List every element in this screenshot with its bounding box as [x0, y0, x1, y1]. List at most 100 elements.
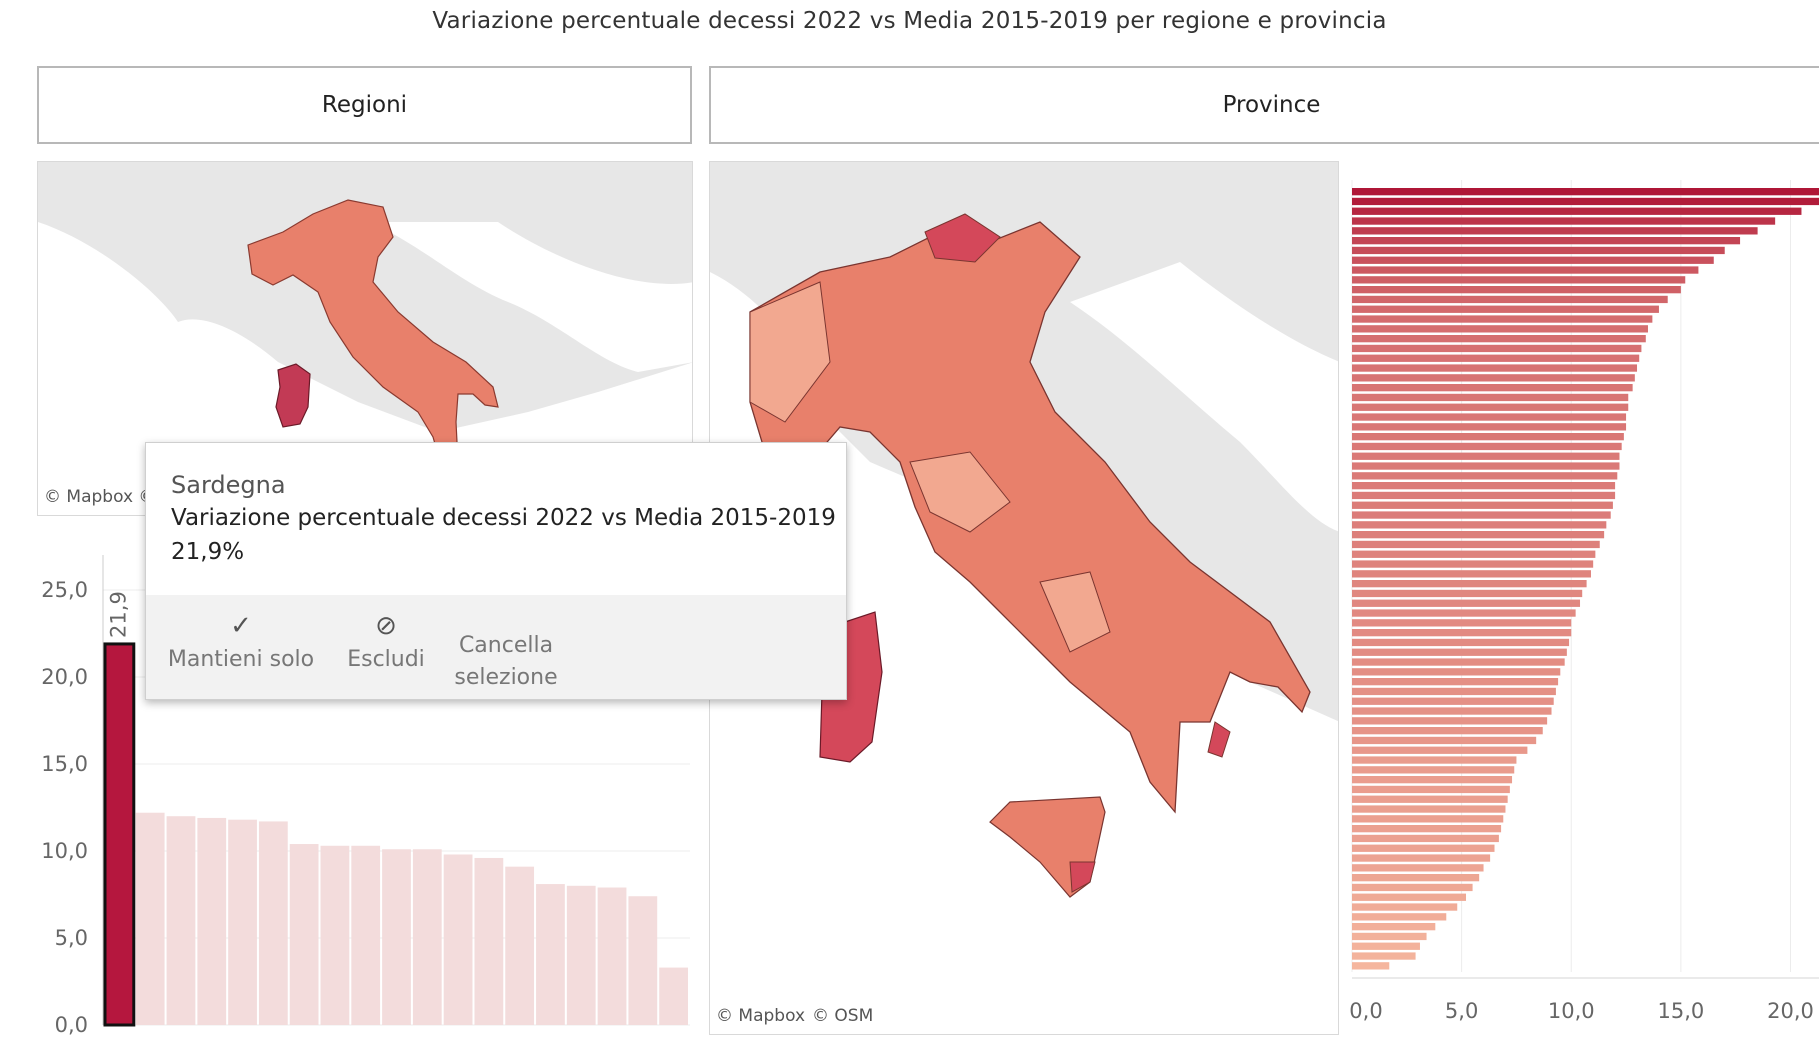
- italy-regions-shape[interactable]: [247, 199, 499, 473]
- bar: [1352, 923, 1436, 931]
- bar: [1352, 364, 1638, 372]
- adriatic-shape: [368, 222, 692, 372]
- bar: [1352, 658, 1565, 666]
- bar: [1352, 433, 1624, 441]
- bar: [1352, 707, 1552, 715]
- bar: [1352, 580, 1587, 588]
- bar: [1352, 805, 1506, 813]
- bar: [1352, 687, 1556, 696]
- province-patch[interactable]: [749, 281, 831, 423]
- bar: [1352, 491, 1616, 500]
- bar: [1352, 599, 1581, 607]
- bar: [1352, 344, 1642, 353]
- bar: [135, 812, 165, 1025]
- tab-province[interactable]: Province: [709, 66, 1819, 144]
- bar: [320, 845, 350, 1025]
- exclude-label: Escludi: [347, 647, 425, 672]
- bar: [412, 849, 442, 1025]
- bar: [1352, 844, 1495, 852]
- bar-value-label: 21,9: [106, 591, 130, 638]
- bar: [1352, 815, 1504, 823]
- bar: [1352, 903, 1458, 911]
- regions-bar-chart[interactable]: 0,0 5,0 10,0 15,0 20,0 25,0 21,9: [0, 545, 700, 1045]
- bar: [1352, 746, 1528, 754]
- bar: [1352, 638, 1570, 647]
- bar: [1352, 952, 1416, 960]
- exclude-button[interactable]: ⊘ Escludi: [331, 611, 441, 672]
- keep-only-button[interactable]: ✓ Mantieni solo: [166, 611, 316, 672]
- tab-regioni[interactable]: Regioni: [37, 66, 692, 144]
- map-attribution-osm: © OSM: [812, 1006, 874, 1026]
- bar: [1352, 727, 1543, 735]
- bar: [1352, 521, 1607, 529]
- x-tick-label: 20,0: [1767, 999, 1814, 1023]
- bar: [1352, 246, 1725, 255]
- sea-shape: [38, 222, 692, 515]
- provinces-map[interactable]: © Mapbox © OSM: [709, 161, 1339, 1035]
- bar: [1352, 482, 1616, 490]
- bar: [1352, 756, 1517, 764]
- bar: [1352, 276, 1686, 284]
- bar: [1352, 423, 1627, 431]
- map-attribution: © Mapbox ©: [44, 487, 156, 507]
- sea-shape: [710, 272, 1338, 1034]
- clear-selection-button[interactable]: Cancella selezione: [436, 630, 576, 694]
- bar: [1352, 550, 1596, 558]
- bar: [289, 844, 319, 1025]
- province-patch[interactable]: [909, 451, 1011, 533]
- province-patch[interactable]: [1039, 571, 1111, 653]
- bar: [1352, 403, 1629, 411]
- bar: [536, 884, 565, 1025]
- bar: [1352, 717, 1548, 725]
- bar: [1352, 452, 1620, 460]
- check-icon: ✓: [230, 611, 252, 641]
- bar: [1352, 864, 1484, 872]
- bar: [1352, 227, 1758, 235]
- sardegna-region-shape[interactable]: [275, 363, 311, 428]
- provinces-bar-chart[interactable]: 0,0 5,0 10,0 15,0 20,0: [1350, 180, 1819, 1050]
- bar: [1352, 648, 1567, 656]
- bar: [1352, 668, 1561, 676]
- bar: [1352, 678, 1559, 686]
- bar: [1352, 609, 1576, 617]
- province-bolzano[interactable]: [924, 213, 1001, 263]
- bar: [1352, 354, 1640, 362]
- x-tick-label: 10,0: [1548, 999, 1595, 1023]
- exclude-icon: ⊘: [375, 611, 397, 641]
- bar: [1352, 560, 1594, 568]
- province-patch[interactable]: [1069, 861, 1096, 893]
- bar: [1352, 776, 1513, 784]
- bar: [1352, 256, 1714, 264]
- bar: [505, 866, 535, 1025]
- bar: [1352, 962, 1390, 970]
- bar: [1352, 540, 1600, 549]
- province-patch[interactable]: [1207, 721, 1231, 758]
- bar: [1352, 217, 1776, 225]
- bar: [1352, 325, 1648, 333]
- bar: [1352, 570, 1591, 578]
- bar: [1352, 883, 1473, 892]
- bar: [1352, 697, 1554, 705]
- bar: [1352, 785, 1510, 794]
- tooltip-value: 21,9%: [171, 539, 245, 565]
- bar: [1352, 472, 1618, 480]
- bar: [1352, 335, 1646, 343]
- bar: [1352, 825, 1502, 833]
- bar: [382, 849, 411, 1025]
- adriatic-shape: [1070, 262, 1338, 532]
- x-tick-label: 5,0: [1445, 999, 1478, 1023]
- bar: [1352, 374, 1635, 382]
- y-tick-label: 5,0: [55, 926, 88, 950]
- bar: [1352, 295, 1668, 304]
- bar: [228, 819, 257, 1025]
- bar: [1352, 188, 1819, 196]
- bar: [1352, 384, 1633, 392]
- bar: [1352, 501, 1613, 509]
- bar: [1352, 305, 1659, 313]
- bar: [1352, 207, 1802, 215]
- bar: [1352, 266, 1699, 274]
- bar: [597, 887, 627, 1025]
- bar: [1352, 932, 1427, 941]
- italy-provinces-shape[interactable]: [749, 221, 1311, 814]
- bar: [566, 885, 596, 1025]
